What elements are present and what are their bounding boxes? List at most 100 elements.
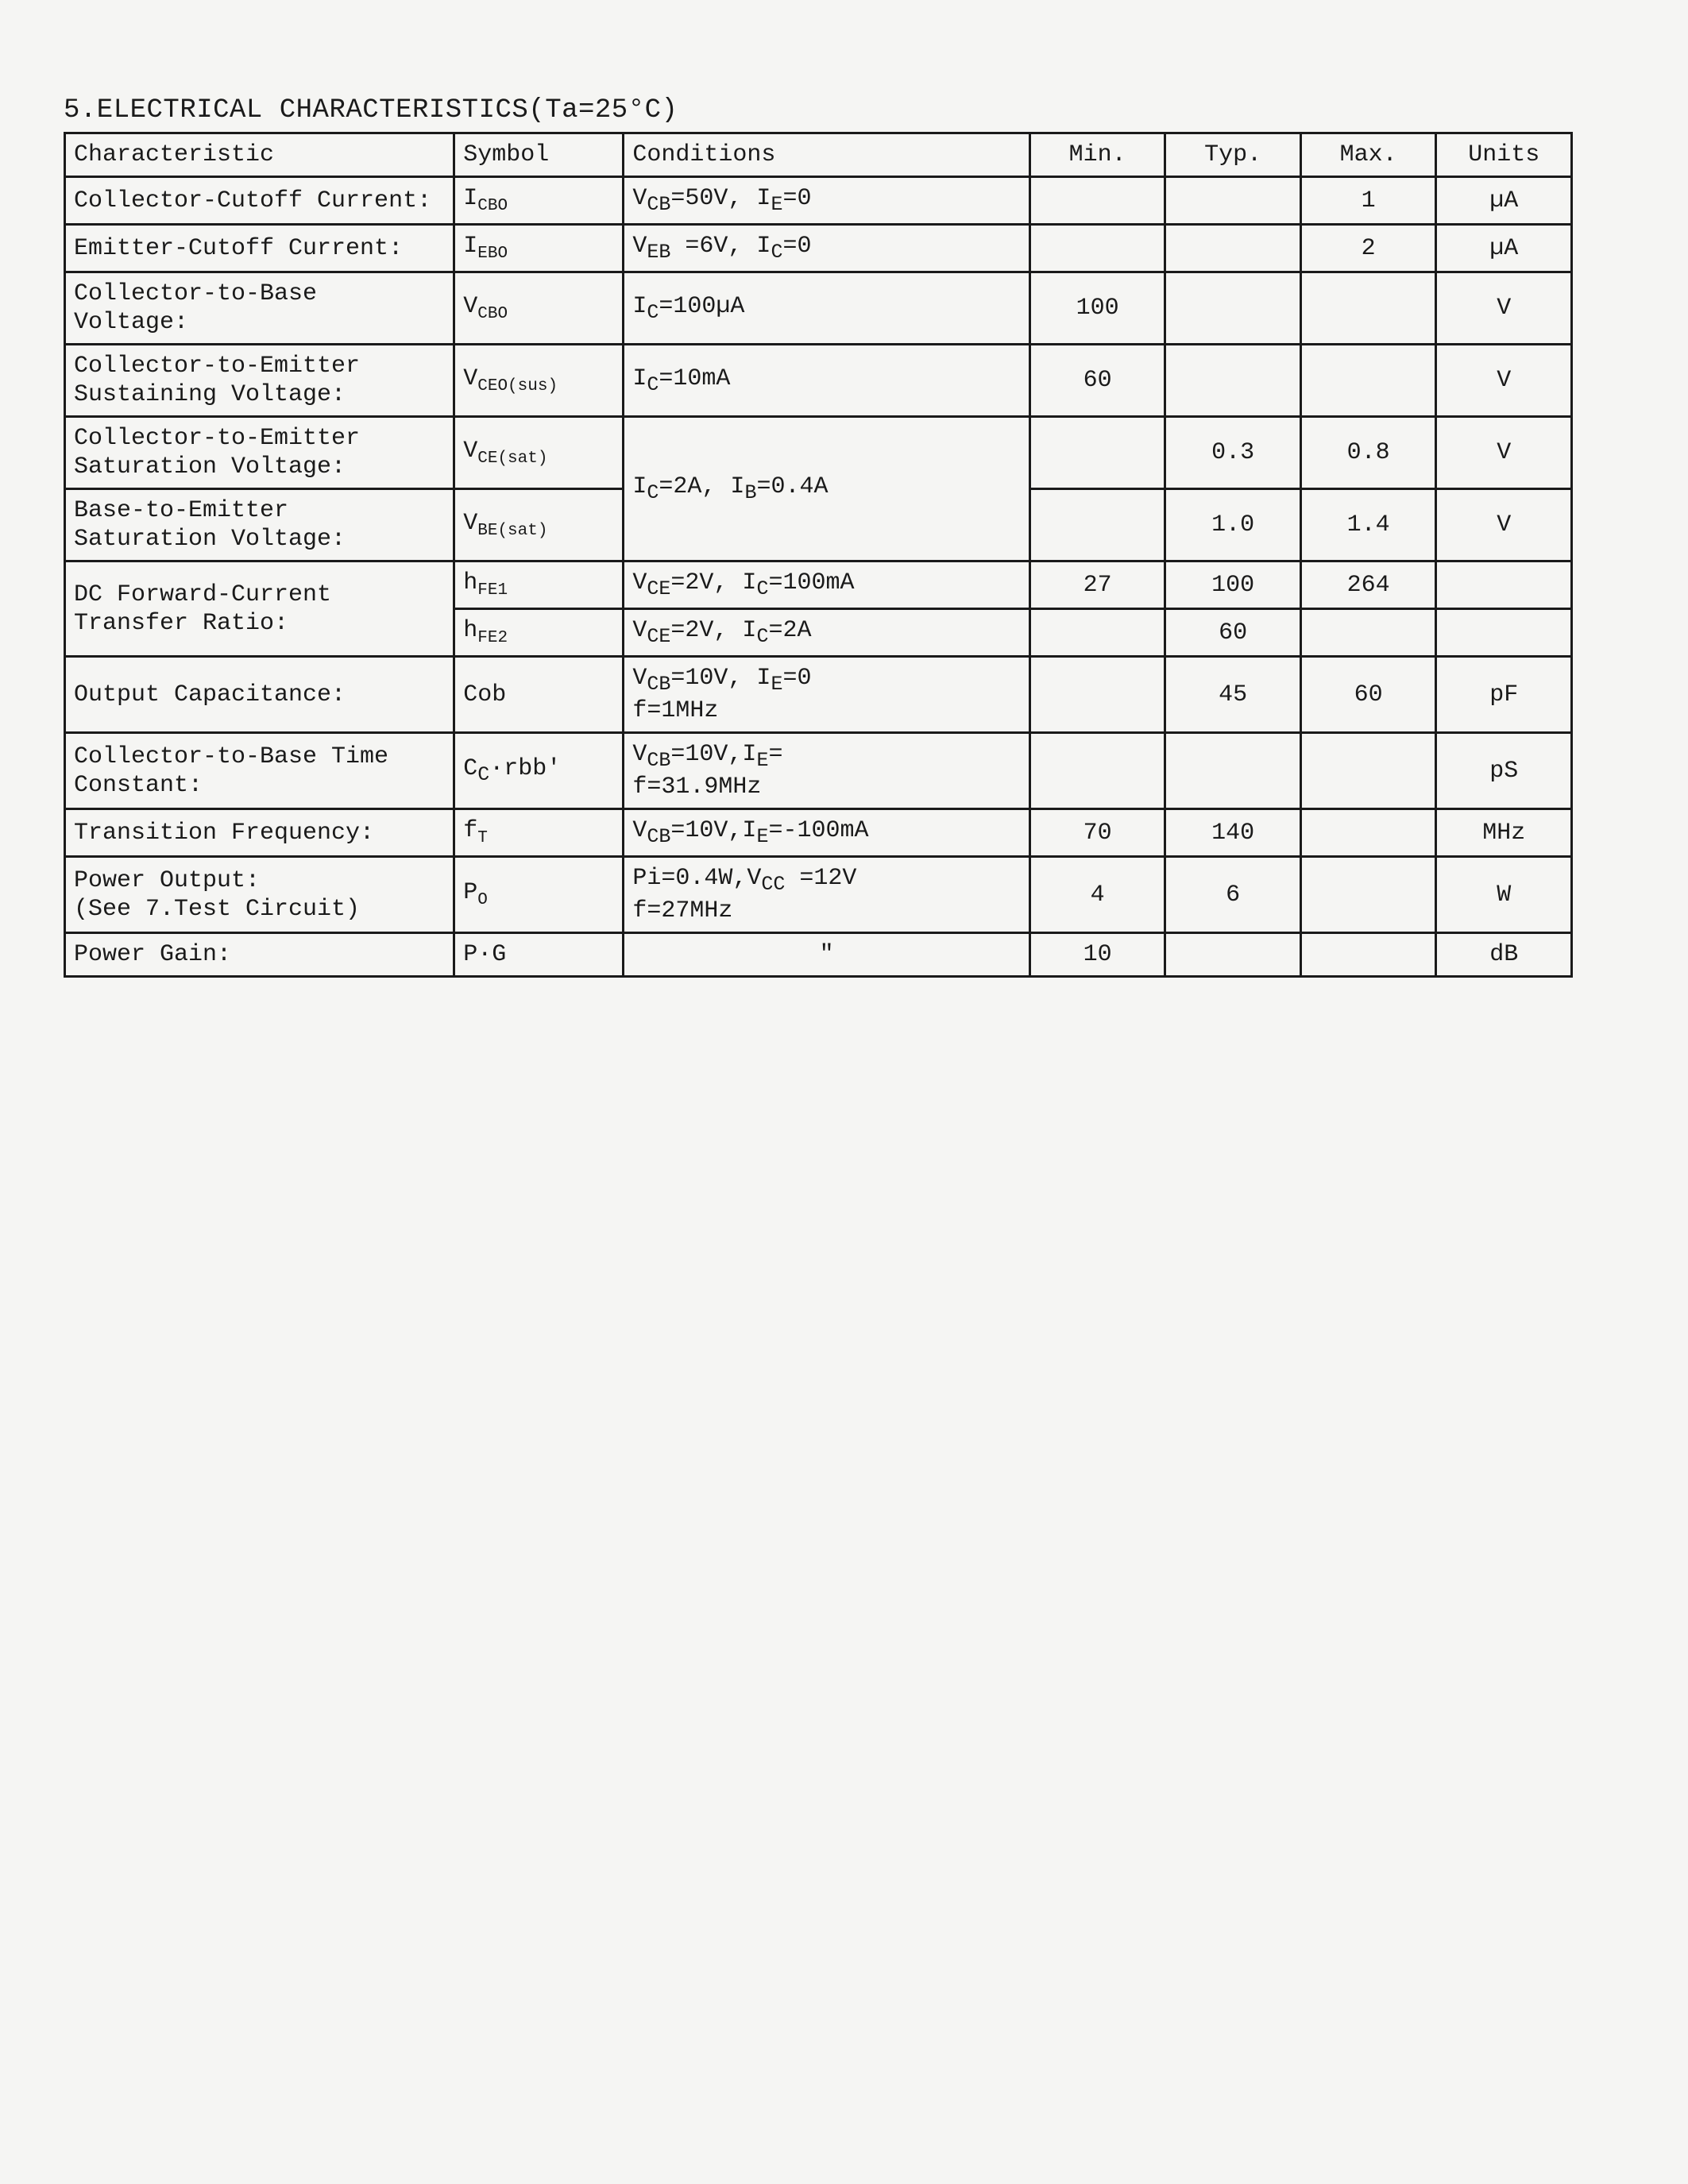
- cell-typ: 100: [1165, 561, 1301, 609]
- cell-typ: 0.3: [1165, 417, 1301, 489]
- cell-unit: W: [1436, 857, 1572, 933]
- cell-max: [1300, 933, 1436, 977]
- cell-unit: V: [1436, 272, 1572, 345]
- cell-conditions: VCB=10V,IE=-100mA: [624, 809, 1030, 857]
- cell-min: [1029, 489, 1165, 561]
- cell-typ: 45: [1165, 657, 1301, 733]
- table-row: Collector-to-Emitter Sustaining Voltage:…: [65, 345, 1572, 417]
- table-row: Power Output: (See 7.Test Circuit) PO Pi…: [65, 857, 1572, 933]
- cell-conditions: ": [624, 933, 1030, 977]
- header-symbol: Symbol: [454, 133, 624, 177]
- cell-symbol: CC·rbb': [454, 733, 624, 809]
- cell-conditions: Pi=0.4W,VCC =12Vf=27MHz: [624, 857, 1030, 933]
- cell-characteristic: Collector-to-Base Voltage:: [65, 272, 454, 345]
- cell-unit: µA: [1436, 225, 1572, 272]
- cell-symbol: VBE(sat): [454, 489, 624, 561]
- title-suffix: C): [645, 95, 678, 125]
- header-units: Units: [1436, 133, 1572, 177]
- cell-conditions-shared: IC=2A, IB=0.4A: [624, 417, 1030, 561]
- table-row: Transition Frequency: fT VCB=10V,IE=-100…: [65, 809, 1572, 857]
- header-max: Max.: [1300, 133, 1436, 177]
- cell-max: [1300, 857, 1436, 933]
- cell-typ: [1165, 177, 1301, 225]
- cell-characteristic: Power Output: (See 7.Test Circuit): [65, 857, 454, 933]
- cell-max: 1: [1300, 177, 1436, 225]
- cell-characteristic: Collector-to-Base Time Constant:: [65, 733, 454, 809]
- title-degree: °: [628, 95, 645, 125]
- cell-typ: 140: [1165, 809, 1301, 857]
- cell-unit: [1436, 609, 1572, 657]
- cell-min: [1029, 417, 1165, 489]
- cell-min: [1029, 225, 1165, 272]
- cell-typ: [1165, 933, 1301, 977]
- cell-symbol: VCEO(sus): [454, 345, 624, 417]
- table-row: Collector-Cutoff Current: ICBO VCB=50V, …: [65, 177, 1572, 225]
- cell-typ: [1165, 272, 1301, 345]
- electrical-characteristics-table: Characteristic Symbol Conditions Min. Ty…: [64, 132, 1573, 978]
- cell-conditions: IC=100µA: [624, 272, 1030, 345]
- cell-characteristic-shared: DC Forward-Current Transfer Ratio:: [65, 561, 454, 657]
- cell-symbol: Cob: [454, 657, 624, 733]
- cell-typ: 1.0: [1165, 489, 1301, 561]
- cell-min: [1029, 733, 1165, 809]
- cell-max: [1300, 345, 1436, 417]
- table-row: DC Forward-Current Transfer Ratio: hFE1 …: [65, 561, 1572, 609]
- cell-max: 60: [1300, 657, 1436, 733]
- title-text: 5.ELECTRICAL CHARACTERISTICS(Ta=25: [64, 95, 628, 125]
- cell-conditions: VCB=10V, IE=0f=1MHz: [624, 657, 1030, 733]
- cell-unit: MHz: [1436, 809, 1572, 857]
- section-title: 5.ELECTRICAL CHARACTERISTICS(Ta=25°C): [64, 95, 1573, 125]
- cell-max: [1300, 609, 1436, 657]
- table-row: Collector-to-Base Time Constant: CC·rbb'…: [65, 733, 1572, 809]
- cell-conditions: VCE=2V, IC=100mA: [624, 561, 1030, 609]
- cell-max: 264: [1300, 561, 1436, 609]
- cell-min: [1029, 177, 1165, 225]
- cell-characteristic: Collector-to-Emitter Sustaining Voltage:: [65, 345, 454, 417]
- cell-symbol: PO: [454, 857, 624, 933]
- cell-min: 27: [1029, 561, 1165, 609]
- cell-characteristic: Power Gain:: [65, 933, 454, 977]
- table-row: Output Capacitance: Cob VCB=10V, IE=0f=1…: [65, 657, 1572, 733]
- cell-characteristic: Collector-Cutoff Current:: [65, 177, 454, 225]
- cell-unit: V: [1436, 345, 1572, 417]
- cell-min: 60: [1029, 345, 1165, 417]
- cell-symbol: fT: [454, 809, 624, 857]
- cell-symbol: P·G: [454, 933, 624, 977]
- cell-symbol: VCBO: [454, 272, 624, 345]
- cell-max: [1300, 733, 1436, 809]
- cell-symbol: hFE2: [454, 609, 624, 657]
- cell-max: 2: [1300, 225, 1436, 272]
- cell-symbol: hFE1: [454, 561, 624, 609]
- cell-unit: pF: [1436, 657, 1572, 733]
- cell-max: 1.4: [1300, 489, 1436, 561]
- cell-typ: [1165, 225, 1301, 272]
- cell-symbol: ICBO: [454, 177, 624, 225]
- header-characteristic: Characteristic: [65, 133, 454, 177]
- cell-min: 100: [1029, 272, 1165, 345]
- header-typ: Typ.: [1165, 133, 1301, 177]
- cell-min: 70: [1029, 809, 1165, 857]
- cell-min: 4: [1029, 857, 1165, 933]
- cell-min: [1029, 657, 1165, 733]
- cell-characteristic: Transition Frequency:: [65, 809, 454, 857]
- cell-conditions: VCB=50V, IE=0: [624, 177, 1030, 225]
- cell-typ: [1165, 345, 1301, 417]
- cell-max: [1300, 809, 1436, 857]
- cell-min: 10: [1029, 933, 1165, 977]
- cell-symbol: VCE(sat): [454, 417, 624, 489]
- cell-symbol: IEBO: [454, 225, 624, 272]
- cell-conditions: VCB=10V,IE=f=31.9MHz: [624, 733, 1030, 809]
- cell-unit: µA: [1436, 177, 1572, 225]
- cell-unit: V: [1436, 489, 1572, 561]
- cell-conditions: IC=10mA: [624, 345, 1030, 417]
- cell-characteristic: Collector-to-Emitter Saturation Voltage:: [65, 417, 454, 489]
- header-conditions: Conditions: [624, 133, 1030, 177]
- table-row: Power Gain: P·G " 10 dB: [65, 933, 1572, 977]
- cell-typ: 60: [1165, 609, 1301, 657]
- table-row: Collector-to-Base Voltage: VCBO IC=100µA…: [65, 272, 1572, 345]
- cell-conditions: VCE=2V, IC=2A: [624, 609, 1030, 657]
- cell-conditions: VEB =6V, IC=0: [624, 225, 1030, 272]
- cell-unit: V: [1436, 417, 1572, 489]
- cell-unit: [1436, 561, 1572, 609]
- cell-min: [1029, 609, 1165, 657]
